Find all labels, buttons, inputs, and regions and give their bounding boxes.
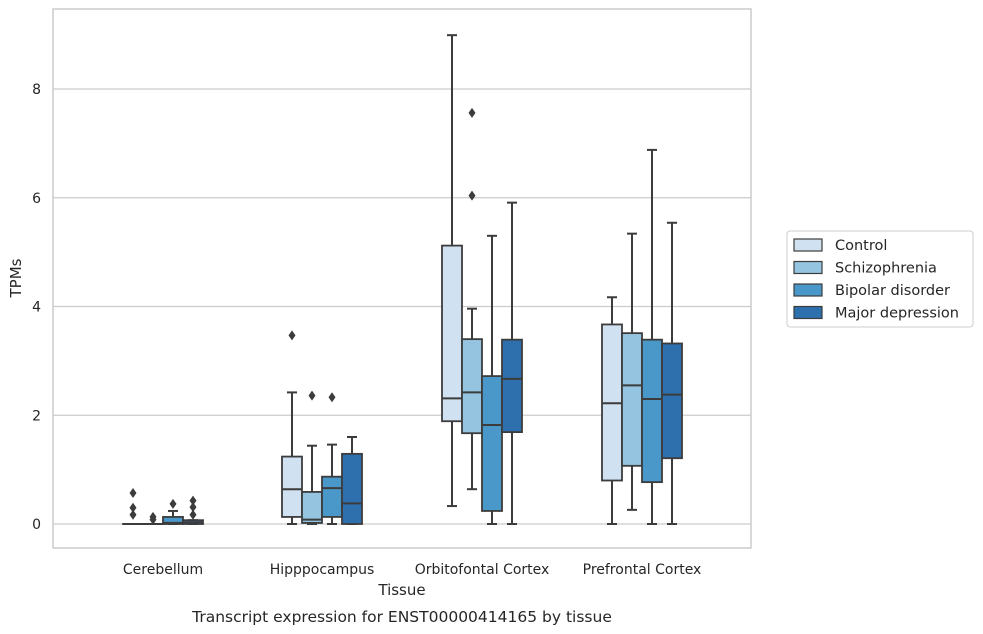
y-tick-label-6: 6 bbox=[32, 191, 41, 207]
box-4-3 bbox=[501, 201, 523, 525]
legend-swatch-1 bbox=[793, 238, 823, 252]
box-body bbox=[641, 338, 663, 484]
box-3-3 bbox=[481, 234, 503, 525]
box-body bbox=[481, 375, 503, 512]
box-3-2 bbox=[321, 392, 343, 525]
y-axis-title: TPMs bbox=[7, 258, 25, 298]
outlier-point-2 bbox=[149, 511, 157, 522]
x-tick-label-1: Cerebellum bbox=[123, 562, 203, 578]
box-body bbox=[661, 342, 683, 460]
legend-label-1: Control bbox=[835, 238, 887, 254]
box-body bbox=[301, 491, 323, 524]
legend-label-3: Bipolar disorder bbox=[835, 283, 950, 299]
x-axis-title: Tissue bbox=[377, 581, 425, 599]
legend-swatch-4 bbox=[793, 305, 823, 320]
y-axis-ticks: 0 2 4 6 8 bbox=[32, 82, 41, 533]
x-tick-label-2: Hipppocampus bbox=[270, 562, 375, 578]
outlier-point-3 bbox=[129, 488, 137, 499]
outlier-point-2 bbox=[468, 107, 476, 118]
box-body bbox=[501, 338, 523, 434]
outlier-point-1 bbox=[468, 190, 476, 201]
legend-frame bbox=[786, 230, 974, 328]
box-body bbox=[321, 475, 343, 518]
outlier-point-1 bbox=[189, 509, 197, 520]
outlier-point-2 bbox=[129, 502, 137, 513]
box-1-1 bbox=[122, 488, 144, 525]
outlier-point-1 bbox=[129, 509, 137, 520]
plot-frame bbox=[52, 8, 752, 549]
x-tick-label-3: Orbitofontal Cortex bbox=[415, 562, 550, 578]
outlier-point-2 bbox=[189, 502, 197, 513]
box-body bbox=[441, 244, 463, 423]
outlier-point-3 bbox=[189, 495, 197, 506]
box-2-3 bbox=[461, 107, 483, 491]
boxes-layer bbox=[122, 34, 683, 525]
legend: Control Schizophrenia Bipolar disorder Majo… bbox=[786, 230, 974, 328]
box-1-3 bbox=[441, 34, 463, 508]
box-body bbox=[281, 455, 303, 518]
outlier-point-1 bbox=[288, 330, 296, 341]
y-tick-label-2: 2 bbox=[32, 408, 41, 424]
x-tick-label-4: Prefrontal Cortex bbox=[583, 562, 702, 578]
box-4-2 bbox=[341, 436, 363, 525]
x-axis-ticks: Cerebellum Hipppocampus Orbitofontal Corte… bbox=[123, 562, 701, 578]
box-body bbox=[341, 452, 363, 525]
box-2-1 bbox=[142, 511, 164, 525]
chart-caption: Transcript expression for ENST0000041416… bbox=[191, 608, 612, 626]
outlier-point-1 bbox=[308, 390, 316, 401]
legend-label-4: Major depression bbox=[835, 306, 959, 322]
legend-label-2: Schizophrenia bbox=[835, 261, 937, 277]
y-tick-label-4: 4 bbox=[32, 300, 41, 316]
outlier-point-1 bbox=[169, 498, 177, 509]
box-body bbox=[621, 332, 643, 467]
outlier-point-1 bbox=[328, 392, 336, 403]
box-body bbox=[461, 338, 483, 435]
legend-swatch-3 bbox=[793, 283, 823, 297]
legend-swatch-2 bbox=[793, 260, 823, 275]
box-4-4 bbox=[661, 221, 683, 525]
box-4-1 bbox=[182, 495, 204, 525]
box-1-2 bbox=[281, 330, 303, 525]
y-tick-label-0: 0 bbox=[32, 517, 41, 533]
y-tick-label-8: 8 bbox=[32, 82, 41, 98]
